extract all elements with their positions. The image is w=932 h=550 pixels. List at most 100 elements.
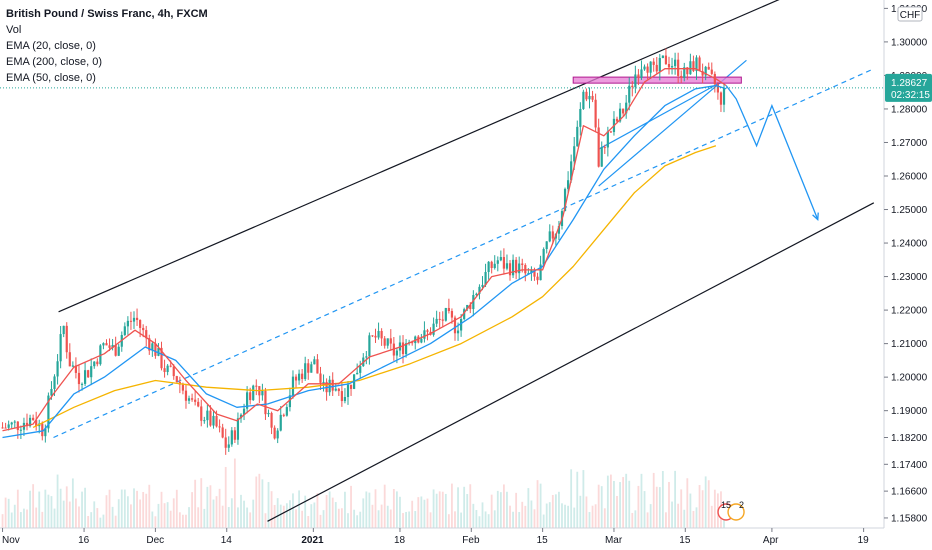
volume-bar xyxy=(322,510,325,528)
candle-body xyxy=(539,264,542,281)
last-price-tag[interactable] xyxy=(885,73,932,102)
resistance-zone[interactable] xyxy=(572,76,742,84)
price-tick-label: 1.15800 xyxy=(891,513,928,524)
channel-upper-line[interactable] xyxy=(58,0,798,313)
candle-body xyxy=(466,304,469,310)
volume-bar xyxy=(460,512,463,528)
candle-body xyxy=(615,118,619,122)
resistance-zone-rect[interactable] xyxy=(572,76,742,84)
candle-body xyxy=(310,364,313,373)
volume-bar xyxy=(117,499,120,528)
price-tick-label: 1.28000 xyxy=(891,104,928,115)
inner-trendline-lower[interactable] xyxy=(598,81,722,150)
candle-body xyxy=(175,376,178,382)
candle-body xyxy=(337,388,340,392)
legend-vol[interactable]: Vol xyxy=(6,24,22,36)
legend-ema50[interactable]: EMA (50, close, 0) xyxy=(6,72,96,84)
volume-bars xyxy=(1,458,725,528)
time-axis[interactable]: Nov 16 Dec 14 2021 18 Feb 15 Mar 15 Apr 19 xyxy=(0,527,884,550)
volume-bar xyxy=(616,495,618,528)
candle-body xyxy=(71,365,74,367)
trend-channel[interactable] xyxy=(53,0,875,522)
candle-body xyxy=(279,414,282,431)
candle-body xyxy=(105,343,108,346)
candle-body xyxy=(151,343,154,351)
channel-lower-line[interactable] xyxy=(267,202,875,522)
candle-body xyxy=(438,318,441,320)
volume-bar xyxy=(255,476,258,528)
candle-body xyxy=(435,318,438,324)
projection-arrowhead xyxy=(812,212,819,221)
volume-bar xyxy=(99,517,102,528)
volume-bar xyxy=(561,503,563,528)
volume-bar xyxy=(417,497,420,528)
legend-ema200[interactable]: EMA (200, close, 0) xyxy=(6,56,102,68)
volume-bar xyxy=(451,483,453,528)
volume-bar xyxy=(285,503,288,528)
volume-bar xyxy=(246,507,249,528)
volume-bar xyxy=(169,510,172,528)
candle-body xyxy=(301,373,304,380)
candle-body xyxy=(255,385,258,387)
candle-body xyxy=(567,180,570,189)
ideas-icon[interactable] xyxy=(727,503,745,521)
volume-bar xyxy=(554,494,557,528)
candle-body xyxy=(285,407,288,416)
volume-bar xyxy=(328,491,331,528)
candle-body xyxy=(129,320,133,322)
volume-bar xyxy=(75,498,77,528)
time-tick-label: Mar xyxy=(605,535,623,546)
volume-bar xyxy=(53,508,56,528)
volume-bar xyxy=(496,490,499,528)
volume-bar xyxy=(420,496,423,528)
volume-bar xyxy=(337,508,340,528)
channel-mid-line[interactable] xyxy=(53,68,875,439)
volume-bar xyxy=(102,514,105,528)
candle-body xyxy=(441,319,444,321)
price-axis[interactable]: 1.310001.300001.290001.280001.270001.260… xyxy=(883,0,932,550)
candle-body xyxy=(377,330,380,338)
candle-body xyxy=(389,338,392,344)
price-tick-label: 1.19000 xyxy=(891,406,928,417)
candle-body xyxy=(649,61,652,73)
volume-bar xyxy=(175,489,178,528)
volume-bar xyxy=(539,483,542,528)
projection-path[interactable] xyxy=(725,85,819,221)
volume-bar xyxy=(301,510,304,528)
candle-body xyxy=(447,307,450,312)
candle-body xyxy=(181,384,185,391)
ema20-line xyxy=(2,68,727,432)
time-tick-label: 15 xyxy=(679,535,691,546)
price-tick-label: 1.23000 xyxy=(891,272,928,283)
candle-body xyxy=(404,343,408,355)
time-tick-label: 16 xyxy=(78,535,90,546)
volume-bar xyxy=(344,491,346,528)
volume-bar xyxy=(96,508,99,528)
volume-bar xyxy=(447,514,450,528)
candle-body xyxy=(637,74,640,78)
candle-body xyxy=(472,295,475,310)
volume-bar xyxy=(38,491,41,528)
volume-bar xyxy=(487,514,490,528)
volume-bar xyxy=(13,504,16,528)
candle-body xyxy=(704,66,707,76)
candle-body xyxy=(294,376,298,381)
volume-bar xyxy=(414,511,417,528)
volume-bar xyxy=(551,494,554,528)
candle-body xyxy=(505,263,509,269)
time-tick-label: 18 xyxy=(394,535,406,546)
currency-badge[interactable] xyxy=(897,6,923,22)
candle-body xyxy=(631,85,634,88)
candle-body xyxy=(90,366,93,378)
candle-body xyxy=(163,368,166,373)
volume-bar xyxy=(710,505,713,528)
candle-body xyxy=(664,55,668,65)
projection-line[interactable] xyxy=(725,85,819,220)
legend-title[interactable]: British Pound / Swiss Franc, 4h, FXCM xyxy=(6,8,208,20)
volume-bar xyxy=(573,507,576,528)
volume-bar xyxy=(154,516,157,528)
candle-body xyxy=(570,161,573,181)
legend-ema20[interactable]: EMA (20, close, 0) xyxy=(6,40,96,52)
chart-badges[interactable]: 15 2 xyxy=(717,500,745,521)
